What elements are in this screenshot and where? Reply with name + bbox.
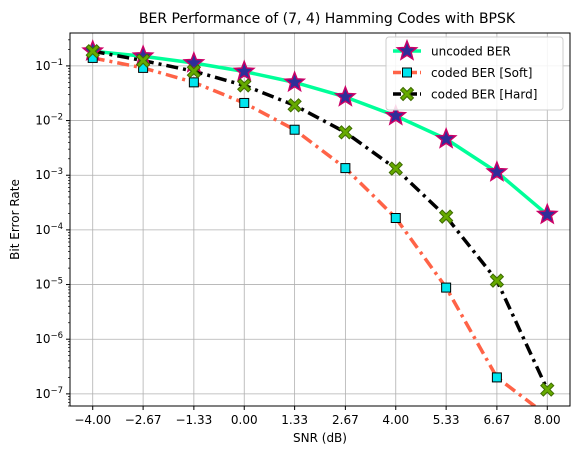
y-tick-label: 10−1 (35, 58, 63, 73)
series-0-point (535, 202, 559, 225)
legend: uncoded BER coded BER [Soft] coded BER [Ha… (385, 36, 564, 111)
x-tick-label: 8.00 (534, 413, 561, 427)
legend-label: uncoded BER (431, 45, 511, 59)
series-2-point (237, 78, 252, 93)
series-line-0 (92, 49, 549, 216)
x-tick-label: −2.67 (125, 413, 162, 427)
series-lines (92, 49, 549, 406)
series-line-2 (92, 49, 549, 391)
legend-label: coded BER [Soft] (431, 66, 532, 80)
series-1-point (289, 124, 300, 135)
legend-box (385, 36, 564, 111)
x-tick-label: 1.33 (281, 413, 308, 427)
y-tick-label: 10−4 (35, 222, 63, 237)
y-tick-label: 10−3 (35, 167, 63, 182)
legend-swatch-marker (399, 86, 415, 102)
series-0-point (333, 84, 357, 107)
y-tick-label: 10−5 (35, 277, 63, 292)
y-tick-label: 10−6 (35, 331, 63, 346)
chart-title: BER Performance of (7, 4) Hamming Codes … (139, 11, 516, 27)
series-2-point (388, 161, 403, 176)
series-2-point (438, 209, 454, 224)
legend-swatch-marker (402, 67, 412, 78)
x-tick-label: −1.33 (175, 413, 212, 427)
series-0-point (485, 160, 509, 182)
y-axis-ticks: 10−1 10−2 10−3 10−4 10−5 10−6 10−7 (35, 39, 70, 407)
series-0-point (384, 103, 408, 126)
series-2-point (85, 43, 100, 59)
series-1-point (188, 77, 199, 88)
x-tick-label: 5.33 (433, 413, 460, 427)
series-0-point (182, 50, 206, 73)
y-tick-label: 10−2 (35, 113, 63, 128)
series-1-point (441, 282, 452, 293)
x-tick-label: 2.67 (332, 413, 359, 427)
series-0-point (283, 70, 307, 93)
x-tick-label: −4.00 (74, 413, 111, 427)
legend-label: coded BER [Hard] (431, 88, 537, 102)
series-1-point (239, 97, 250, 108)
x-tick-label: 0.00 (231, 413, 258, 427)
x-axis-ticks: −4.00 −2.67 −1.33 0.00 1.33 2.67 4.00 5.33 6.67 8… (74, 406, 561, 427)
legend-swatch-marker (395, 38, 419, 61)
x-tick-label: 4.00 (382, 413, 409, 427)
series-1-point (340, 163, 351, 174)
series-line-1 (92, 56, 538, 406)
series-markers (81, 39, 559, 397)
x-axis-label: SNR (dB) (293, 431, 347, 445)
series-2-point (489, 273, 505, 288)
series-2-point (338, 125, 353, 140)
x-tick-label: 6.67 (484, 413, 511, 427)
series-2-point (540, 382, 555, 397)
series-0-point (232, 59, 256, 82)
series-2-point (186, 64, 202, 79)
series-1-point (390, 213, 401, 224)
series-0-point (434, 126, 458, 149)
y-tick-label: 10−7 (35, 386, 63, 401)
series-1-point (491, 372, 502, 383)
plot-frame (69, 32, 571, 407)
series-2-point (135, 53, 151, 68)
y-axis-label: Bit Error Rate (8, 179, 22, 260)
series-2-point (287, 98, 302, 113)
